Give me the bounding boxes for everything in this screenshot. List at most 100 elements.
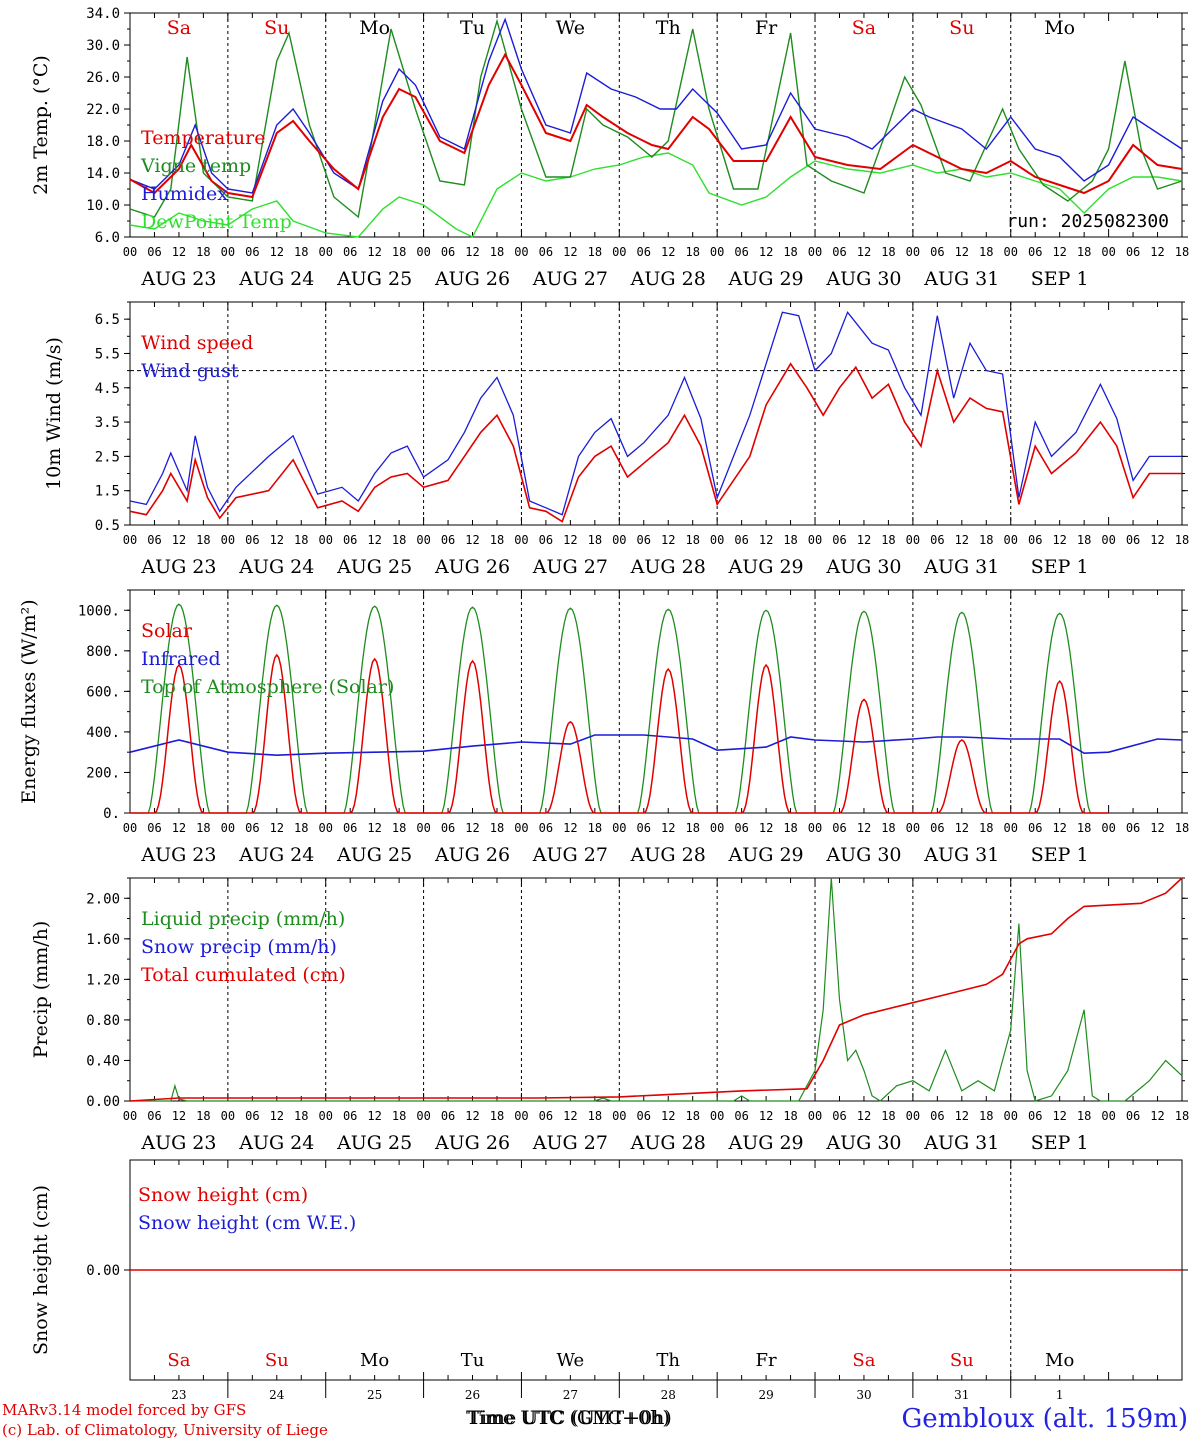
- hour-tick-label: 18: [1077, 245, 1091, 259]
- y-tick-label: 34.0: [86, 6, 120, 22]
- hour-tick-label: 06: [441, 821, 455, 835]
- hour-tick-label: 18: [196, 1109, 210, 1123]
- hour-tick-label: 18: [490, 1109, 504, 1123]
- series-line-liquid-precip: [130, 877, 1183, 1102]
- hour-tick-label: 06: [1028, 821, 1042, 835]
- plot-frame: [129, 301, 1183, 526]
- series-line-humidex: [129, 17, 1183, 194]
- hour-tick-label: 18: [979, 821, 993, 835]
- hour-tick-label: 12: [172, 1109, 186, 1123]
- hour-tick-label: 18: [294, 245, 308, 259]
- hour-tick-label: 06: [441, 533, 455, 547]
- y-axis-label: 2m Temp. (°C): [30, 55, 52, 195]
- legend-entry: Solar: [141, 620, 193, 642]
- hour-tick-label: 12: [563, 245, 577, 259]
- hour-tick-label: 00: [123, 245, 137, 259]
- hour-tick-label: 00: [612, 821, 626, 835]
- hour-tick-label: 12: [759, 821, 773, 835]
- weekday-label: Th: [656, 17, 681, 39]
- day-label: AUG 28: [630, 844, 706, 866]
- hour-tick-label: 18: [196, 533, 210, 547]
- hour-tick-label: 18: [1077, 1109, 1091, 1123]
- hour-tick-label: 06: [539, 245, 553, 259]
- hour-tick-label: 00: [514, 1109, 528, 1123]
- weekday-label: Tu: [461, 1350, 485, 1371]
- hour-tick-label: 06: [832, 245, 846, 259]
- hour-tick-label: 18: [881, 245, 895, 259]
- hour-tick-label: 06: [832, 533, 846, 547]
- hour-tick-label: 18: [1175, 821, 1189, 835]
- run-label: run: 2025082300: [1006, 211, 1169, 232]
- hour-tick-label: 00: [514, 821, 528, 835]
- hour-tick-label: 06: [343, 533, 357, 547]
- day-label: AUG 30: [825, 844, 901, 866]
- hour-tick-label: 12: [172, 533, 186, 547]
- y-axis-label: Energy fluxes (W/m²): [18, 599, 40, 803]
- day-label: AUG 27: [532, 268, 608, 290]
- weekday-label: Th: [656, 1350, 680, 1371]
- hour-tick-label: 06: [245, 533, 259, 547]
- hour-tick-label: 06: [734, 533, 748, 547]
- y-tick-label: 800.: [86, 644, 120, 660]
- hour-tick-label: 00: [612, 533, 626, 547]
- hour-tick-label: 06: [1126, 1109, 1140, 1123]
- hour-tick-label: 00: [123, 821, 137, 835]
- day-number-label: 31: [954, 1388, 969, 1402]
- legend-entry: Total cumulated (cm): [141, 964, 346, 986]
- y-tick-label: 26.0: [86, 70, 120, 86]
- hour-tick-label: 18: [783, 1109, 797, 1123]
- hour-tick-label: 06: [539, 1109, 553, 1123]
- hour-tick-label: 18: [979, 533, 993, 547]
- day-label: AUG 23: [140, 556, 216, 578]
- hour-tick-label: 18: [196, 245, 210, 259]
- hour-tick-label: 12: [1150, 1109, 1164, 1123]
- hour-tick-label: 12: [661, 821, 675, 835]
- legend-entry: Top of Atmosphere (Solar): [141, 676, 394, 698]
- day-label: AUG 25: [336, 268, 412, 290]
- day-label: AUG 29: [728, 268, 804, 290]
- hour-tick-label: 06: [734, 1109, 748, 1123]
- series-line-wind-speed: [129, 362, 1182, 523]
- x-axis-label: Time UTC (GMT+0h): [466, 1407, 672, 1429]
- legend-entry: Wind speed: [141, 332, 253, 354]
- legend-entry: Vigne temp: [140, 155, 251, 177]
- hour-tick-label: 18: [979, 1109, 993, 1123]
- hour-tick-label: 00: [1101, 245, 1115, 259]
- day-label: AUG 25: [336, 844, 412, 866]
- hour-tick-label: 00: [318, 1109, 332, 1123]
- hour-tick-label: 18: [881, 821, 895, 835]
- hour-tick-label: 12: [270, 1109, 284, 1123]
- legend-entry: Snow height (cm W.E.): [138, 1212, 356, 1234]
- legend-entry: Liquid precip (mm/h): [141, 908, 345, 930]
- hour-tick-label: 00: [318, 245, 332, 259]
- hour-tick-label: 12: [270, 533, 284, 547]
- hour-tick-label: 06: [441, 245, 455, 259]
- y-tick-label: 1.5: [95, 484, 120, 500]
- day-label: SEP 1: [1031, 268, 1089, 290]
- hour-tick-label: 00: [123, 1109, 137, 1123]
- day-label: AUG 26: [434, 556, 510, 578]
- hour-tick-label: 00: [416, 533, 430, 547]
- weekday-label: Sa: [167, 17, 191, 39]
- y-tick-label: 0.80: [86, 1013, 120, 1029]
- hour-tick-label: 12: [857, 821, 871, 835]
- hour-tick-label: 18: [685, 245, 699, 259]
- day-number-label: 1: [1056, 1388, 1064, 1402]
- hour-tick-label: 06: [930, 245, 944, 259]
- y-axis-label: Snow height (cm): [30, 1185, 52, 1355]
- hour-tick-label: 18: [685, 821, 699, 835]
- hour-tick-label: 06: [930, 821, 944, 835]
- weekday-label: Mo: [359, 17, 390, 39]
- hour-tick-label: 00: [514, 533, 528, 547]
- y-tick-label: 22.0: [86, 102, 120, 118]
- day-label: AUG 30: [825, 556, 901, 578]
- y-tick-label: 0.: [103, 806, 120, 822]
- y-tick-label: 5.5: [95, 346, 120, 362]
- weekday-label: Sa: [852, 1350, 875, 1371]
- day-label: AUG 31: [923, 1132, 999, 1154]
- legend-entry: Infrared: [141, 648, 221, 670]
- hour-tick-label: 12: [1150, 533, 1164, 547]
- hour-tick-label: 18: [588, 1109, 602, 1123]
- day-number-label: 29: [758, 1388, 773, 1402]
- y-tick-label: 1.20: [86, 972, 120, 988]
